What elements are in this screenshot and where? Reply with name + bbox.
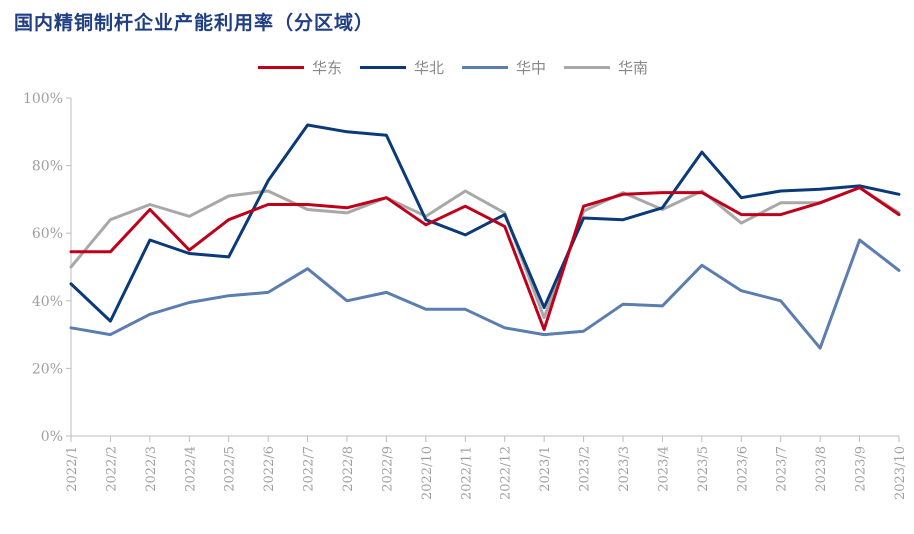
legend-item-south: 华南 bbox=[564, 57, 648, 78]
legend-label-central: 华中 bbox=[516, 59, 547, 77]
x-tick-label: 2022/3 bbox=[144, 446, 159, 492]
x-tick-label: 2023/4 bbox=[656, 446, 671, 492]
x-tick-label: 2022/12 bbox=[499, 446, 514, 500]
y-tick-label: 80% bbox=[32, 159, 63, 175]
x-tick-label: 2022/2 bbox=[104, 446, 119, 492]
x-tick-label: 2023/2 bbox=[578, 446, 593, 492]
legend-swatch-east bbox=[258, 66, 304, 69]
legend-label-east: 华东 bbox=[312, 59, 343, 77]
y-tick-label: 40% bbox=[32, 294, 63, 310]
x-tick-label: 2022/8 bbox=[341, 446, 356, 492]
series-line-4 bbox=[69, 186, 901, 320]
x-tick-label: 2023/7 bbox=[775, 446, 790, 492]
legend: 华东 华北 华中 华南 bbox=[258, 57, 648, 78]
series-line-1 bbox=[69, 186, 901, 331]
x-tick-label: 2022/7 bbox=[302, 446, 317, 492]
legend-label-north: 华北 bbox=[414, 59, 445, 77]
x-tick-label: 2022/11 bbox=[459, 446, 474, 500]
x-tick-label: 2023/1 bbox=[538, 446, 553, 492]
x-tick-label: 2023/5 bbox=[696, 446, 711, 492]
x-tick-label: 2022/6 bbox=[262, 446, 277, 492]
y-tick-label: 60% bbox=[32, 226, 63, 242]
x-tick-label: 2022/4 bbox=[183, 446, 198, 492]
series-line-2 bbox=[69, 123, 901, 323]
legend-swatch-north bbox=[360, 66, 407, 69]
x-tick-label: 2023/9 bbox=[854, 446, 869, 492]
series-line-3 bbox=[69, 238, 901, 350]
x-tick-label: 2023/6 bbox=[735, 446, 750, 492]
x-tick-label: 2022/10 bbox=[420, 446, 435, 500]
y-tick-label: 20% bbox=[32, 361, 63, 377]
legend-item-central: 华中 bbox=[462, 57, 546, 78]
legend-label-south: 华南 bbox=[618, 59, 649, 77]
legend-swatch-south bbox=[564, 66, 611, 69]
y-tick-label: 0% bbox=[41, 429, 63, 445]
y-tick-label: 100% bbox=[23, 91, 63, 107]
legend-swatch-central bbox=[462, 66, 509, 69]
x-tick-label: 2023/10 bbox=[893, 446, 908, 500]
x-tick-label: 2022/9 bbox=[380, 446, 395, 492]
legend-item-north: 华北 bbox=[360, 57, 444, 78]
x-tick-label: 2022/1 bbox=[65, 446, 80, 492]
chart-title: 国内精铜制杆企业产能利用率（分区域） bbox=[14, 12, 375, 34]
x-tick-label: 2023/3 bbox=[617, 446, 632, 492]
x-tick-label: 2022/5 bbox=[223, 446, 238, 492]
x-tick-label: 2023/8 bbox=[814, 446, 829, 492]
legend-item-east: 华东 bbox=[258, 57, 342, 78]
